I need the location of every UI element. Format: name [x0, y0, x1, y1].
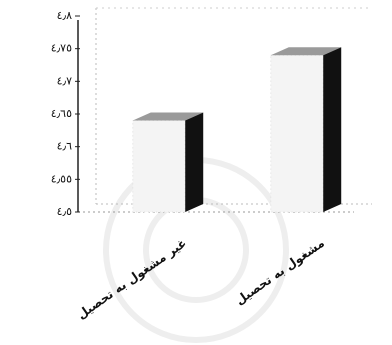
y-tick-label: ٤٫٧: [57, 74, 72, 87]
bar: [270, 54, 324, 213]
bar-side: [185, 112, 204, 212]
bar-top: [270, 47, 342, 56]
bar-top: [132, 112, 204, 121]
y-tick-label: ٤٫٦: [57, 140, 72, 153]
y-tick-label: ٤٫٦٥: [51, 107, 72, 120]
bar-side: [323, 47, 342, 213]
bar: [132, 120, 186, 213]
y-tick-label: ٤٫٨: [57, 9, 72, 22]
y-tick-label: ٤٫٥٥: [51, 172, 72, 185]
y-tick-label: ٤٫٧٥: [51, 42, 72, 55]
y-tick-label: ٤٫٥: [57, 205, 72, 218]
